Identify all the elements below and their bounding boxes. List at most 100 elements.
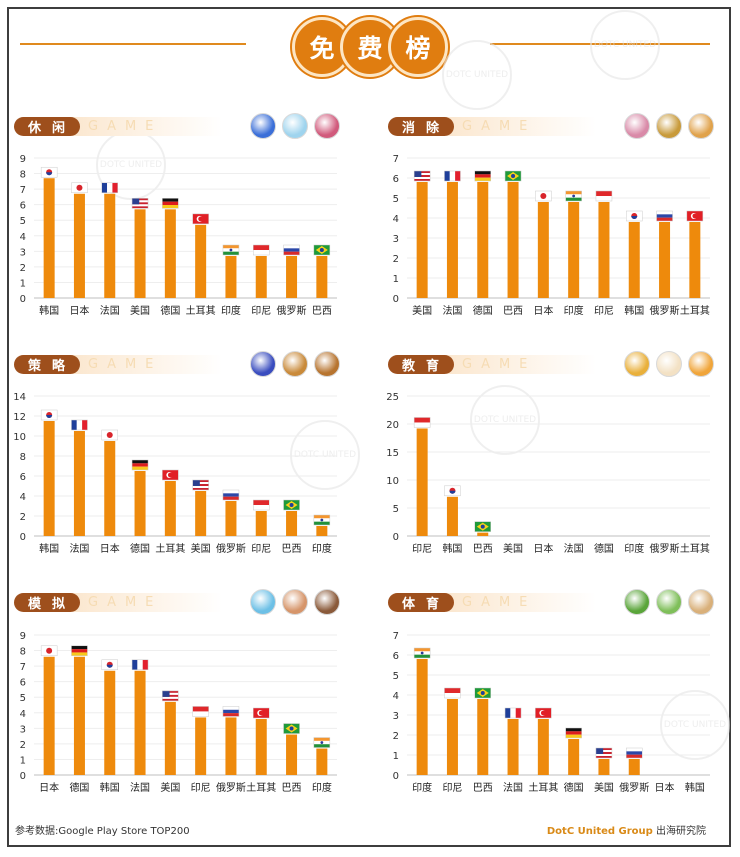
bar (104, 441, 116, 536)
y-tick-label: 1 (20, 755, 26, 766)
x-tick-label: 德国 (69, 781, 89, 794)
mage-game-icon (250, 351, 276, 377)
flag-jp-icon (71, 182, 88, 194)
flag-br-icon (504, 170, 522, 182)
girl-game-icon (282, 113, 308, 139)
hero-game-icon (250, 113, 276, 139)
x-tick-label: 印尼 (251, 543, 271, 555)
bar (164, 701, 176, 775)
bar (537, 719, 549, 775)
bar (255, 719, 267, 775)
x-tick-label: 韩国 (39, 542, 59, 555)
y-tick-label: 8 (20, 452, 26, 463)
chart-match: 0 1 2 3 4 5 6 7 美国 法国 德国 巴西 日本 印度 印尼 韩国 俄罗斯 土耳其 (393, 154, 710, 317)
x-tick-label: 印尼 (191, 782, 211, 794)
bar (73, 656, 85, 775)
y-tick-label: 6 (20, 678, 26, 689)
bar (446, 699, 458, 775)
bar (104, 670, 116, 775)
x-tick-label: 法国 (100, 304, 120, 317)
tiger-game-icon (688, 351, 714, 377)
x-tick-label: 美国 (160, 781, 180, 794)
y-tick-label: 10 (386, 476, 399, 487)
y-tick-label: 0 (393, 771, 399, 782)
category-label: 休闲 (14, 117, 80, 136)
y-tick-label: 8 (20, 170, 26, 181)
x-tick-label: 印尼 (251, 305, 271, 317)
bar (689, 222, 701, 298)
panel-match: GAME 消除 (388, 113, 718, 327)
x-tick-label: 韩国 (685, 781, 705, 794)
category-label: 策略 (14, 355, 80, 374)
bar (195, 491, 207, 536)
flag-id-icon (444, 687, 461, 699)
category-label: 消除 (388, 117, 454, 136)
y-tick-label: 0 (393, 532, 399, 543)
mermaid-game-icon (250, 589, 276, 615)
x-tick-label: 法国 (503, 781, 523, 794)
princess-game-icon (624, 113, 650, 139)
x-tick-label: 印尼 (442, 782, 462, 794)
x-tick-label: 法国 (69, 542, 89, 555)
x-tick-label: 美国 (191, 542, 211, 555)
y-tick-label: 4 (20, 232, 26, 243)
kids-game-icon (624, 351, 650, 377)
flag-br-icon (474, 521, 491, 532)
y-tick-label: 4 (393, 214, 399, 225)
game-watermark: GAME (446, 117, 596, 136)
y-tick-label: 1 (393, 274, 399, 285)
warrior-game-icon (282, 351, 308, 377)
y-tick-label: 4 (20, 492, 26, 503)
lips-game-icon (314, 113, 340, 139)
flag-us-icon (192, 479, 209, 491)
x-tick-label: 土耳其 (155, 542, 185, 555)
bar (225, 501, 237, 536)
x-tick-label: 法国 (564, 542, 584, 555)
flag-in-icon (413, 647, 431, 659)
flag-id-icon (413, 417, 431, 428)
bar (164, 209, 176, 298)
x-tick-label: 巴西 (503, 305, 523, 317)
x-tick-label: 日本 (39, 781, 59, 794)
y-tick-label: 4 (393, 691, 399, 702)
y-tick-label: 0 (20, 532, 26, 543)
x-tick-label: 美国 (412, 304, 432, 317)
bar (73, 431, 85, 536)
x-tick-label: 俄罗斯 (277, 304, 307, 317)
flag-fr-icon (504, 707, 522, 719)
x-tick-label: 日本 (100, 542, 120, 555)
y-tick-label: 2 (393, 254, 399, 265)
x-tick-label: 法国 (442, 304, 462, 317)
x-tick-label: 俄罗斯 (650, 304, 680, 317)
flag-tr-icon (686, 210, 704, 222)
x-tick-label: 巴西 (473, 782, 493, 794)
flag-br-icon (283, 499, 300, 511)
flag-jp-icon (101, 429, 118, 441)
flag-kr-icon (40, 166, 58, 178)
y-tick-label: 25 (386, 392, 399, 403)
brand-name: DotC United Group (546, 826, 653, 837)
y-tick-label: 6 (20, 472, 26, 483)
flag-ru-icon (222, 489, 240, 501)
bar (568, 739, 580, 775)
y-tick-label: 20 (386, 420, 399, 431)
y-tick-label: 2 (20, 263, 26, 274)
x-tick-label: 土耳其 (680, 542, 710, 555)
bar (43, 421, 55, 536)
flag-br-icon (283, 723, 300, 734)
x-tick-label: 韩国 (39, 304, 59, 317)
y-tick-label: 0 (20, 294, 26, 305)
y-tick-label: 1 (20, 278, 26, 289)
flag-kr-icon (626, 210, 643, 222)
header-rule-left (20, 43, 246, 45)
bar (477, 182, 489, 298)
page-title: 免 费 榜 (288, 17, 448, 77)
y-tick-label: 5 (20, 693, 26, 704)
chart-sports: 0 1 2 3 4 5 6 7 印度 印尼 巴西 法国 土耳其 德国 美国 俄罗斯 日本 韩国 (393, 631, 710, 794)
y-tick-label: 5 (393, 504, 399, 515)
x-tick-label: 印尼 (594, 305, 614, 317)
panel-simulation: GAME 模拟 (14, 589, 344, 803)
y-tick-label: 7 (393, 631, 399, 642)
flag-jp-icon (40, 645, 58, 657)
bar (598, 759, 610, 775)
